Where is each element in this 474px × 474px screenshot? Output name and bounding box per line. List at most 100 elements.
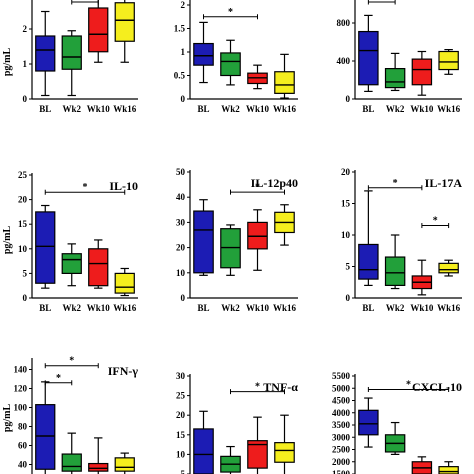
box-iqr	[88, 7, 109, 53]
box-iqr	[114, 2, 135, 42]
box-wk16	[274, 414, 295, 474]
box-iqr	[61, 253, 82, 275]
chart-panel-4: 0 10 20 30 40 50 BL Wk2 Wk10 Wk16 *IL-12p40	[176, 167, 298, 313]
box-wk16	[114, 267, 135, 297]
y-tick-label: 10	[341, 230, 351, 240]
significance-star: *	[56, 373, 61, 384]
panel-title: TNF-α	[263, 380, 298, 394]
significance-star: *	[433, 216, 438, 227]
y-tick-label: 40	[176, 192, 186, 202]
y-tick-label: 20	[176, 410, 186, 420]
x-tick-label: BL	[197, 303, 209, 313]
box-wk2	[384, 421, 406, 455]
x-tick-label: Wk10	[246, 104, 270, 114]
panel-title: IL-12p40	[251, 176, 298, 190]
x-tick-label: Wk2	[221, 303, 240, 313]
box-iqr	[35, 211, 56, 284]
box-bl	[35, 381, 56, 474]
box-iqr	[384, 67, 406, 89]
box-wk2	[220, 224, 241, 276]
y-tick-label: 5	[346, 262, 351, 272]
box-wk16	[438, 48, 459, 75]
y-tick-label: 120	[14, 384, 28, 394]
box-wk16	[114, 0, 135, 63]
box-iqr	[35, 35, 56, 72]
box-iqr	[384, 256, 406, 286]
box-iqr	[358, 30, 379, 86]
y-tick-label: 40	[18, 460, 28, 470]
y-tick-label: 2000	[332, 457, 351, 467]
box-iqr	[274, 71, 295, 94]
y-tick-label: 4000	[332, 408, 351, 418]
chart-panel-7: 5 10 15 20 25 30 * TNF-α	[176, 371, 298, 474]
box-wk16	[438, 461, 459, 474]
box-wk2	[61, 432, 82, 474]
y-tick-label: 0	[346, 293, 351, 303]
y-tick-label: 10	[176, 268, 186, 278]
x-tick-label: Wk10	[410, 104, 434, 114]
box-iqr	[35, 404, 56, 470]
y-tick-label: 25	[176, 391, 186, 401]
box-iqr	[88, 248, 109, 287]
x-tick-label: Wk16	[273, 303, 297, 313]
y-tick-label: 60	[18, 441, 28, 451]
y-axis-label: pg/mL	[2, 226, 13, 255]
box-wk10	[411, 50, 433, 96]
significance-star: *	[83, 182, 88, 193]
y-tick-label: 5	[181, 469, 186, 474]
box-bl	[35, 204, 56, 289]
panel-title: IL-10	[109, 179, 138, 193]
box-wk2	[61, 30, 82, 97]
box-wk10	[88, 437, 109, 474]
panel-title: IFN-γ	[108, 364, 139, 378]
box-wk10	[247, 416, 268, 474]
y-tick-label: 3000	[332, 432, 351, 442]
box-wk10	[411, 259, 433, 296]
y-tick-label: 3500	[332, 420, 351, 430]
panel-title: CXCL-10	[412, 380, 462, 394]
significance-star: *	[69, 356, 74, 367]
box-wk16	[274, 204, 295, 246]
box-wk10	[88, 0, 109, 63]
box-bl	[193, 199, 214, 276]
box-bl	[35, 10, 56, 97]
y-tick-label: 4500	[332, 396, 351, 406]
chart-panel-1: 0 0.5 1 1.5 2 BL Wk2 Wk10 Wk16 *	[174, 0, 298, 114]
box-wk10	[88, 239, 109, 289]
x-tick-label: Wk16	[437, 104, 461, 114]
x-tick-label: BL	[197, 104, 209, 114]
box-wk10	[247, 64, 268, 90]
box-iqr	[61, 35, 82, 70]
y-tick-label: 80	[18, 422, 28, 432]
y-tick-label: 0	[181, 94, 186, 104]
y-tick-label: 10	[18, 244, 28, 254]
chart-panel-2: 0 400 800 BL Wk2 Wk10 Wk16	[337, 0, 462, 114]
chart-panel-8: 1500 2000 2500 3000 3500 4000 4500 5000 5500 * CXC…	[332, 371, 462, 474]
box-wk16	[274, 53, 295, 99]
x-tick-label: Wk10	[87, 104, 111, 114]
y-tick-label: 1	[23, 59, 28, 69]
box-wk10	[247, 209, 268, 271]
y-tick-label: 0	[181, 293, 186, 303]
y-tick-label: 1.5	[174, 24, 186, 34]
y-tick-label: 30	[176, 371, 186, 381]
chart-panel-0: 0 1 2 BL Wk2 Wk10 Wk16 pg/mL	[2, 0, 138, 114]
x-tick-label: BL	[39, 303, 51, 313]
x-tick-label: Wk2	[62, 104, 81, 114]
x-tick-label: Wk16	[113, 303, 137, 313]
box-wk10	[411, 456, 433, 474]
box-iqr	[247, 440, 268, 469]
box-iqr	[438, 50, 459, 71]
y-tick-label: 30	[176, 217, 186, 227]
box-bl	[193, 21, 214, 84]
y-tick-label: 1500	[332, 469, 351, 474]
box-iqr	[274, 442, 295, 463]
box-wk16	[438, 259, 459, 277]
y-tick-label: 2	[181, 0, 186, 10]
x-tick-label: BL	[362, 303, 374, 313]
y-tick-label: 20	[176, 243, 186, 253]
box-wk2	[384, 234, 406, 290]
box-iqr	[220, 52, 241, 77]
y-axis-label: pg/mL	[2, 404, 13, 433]
